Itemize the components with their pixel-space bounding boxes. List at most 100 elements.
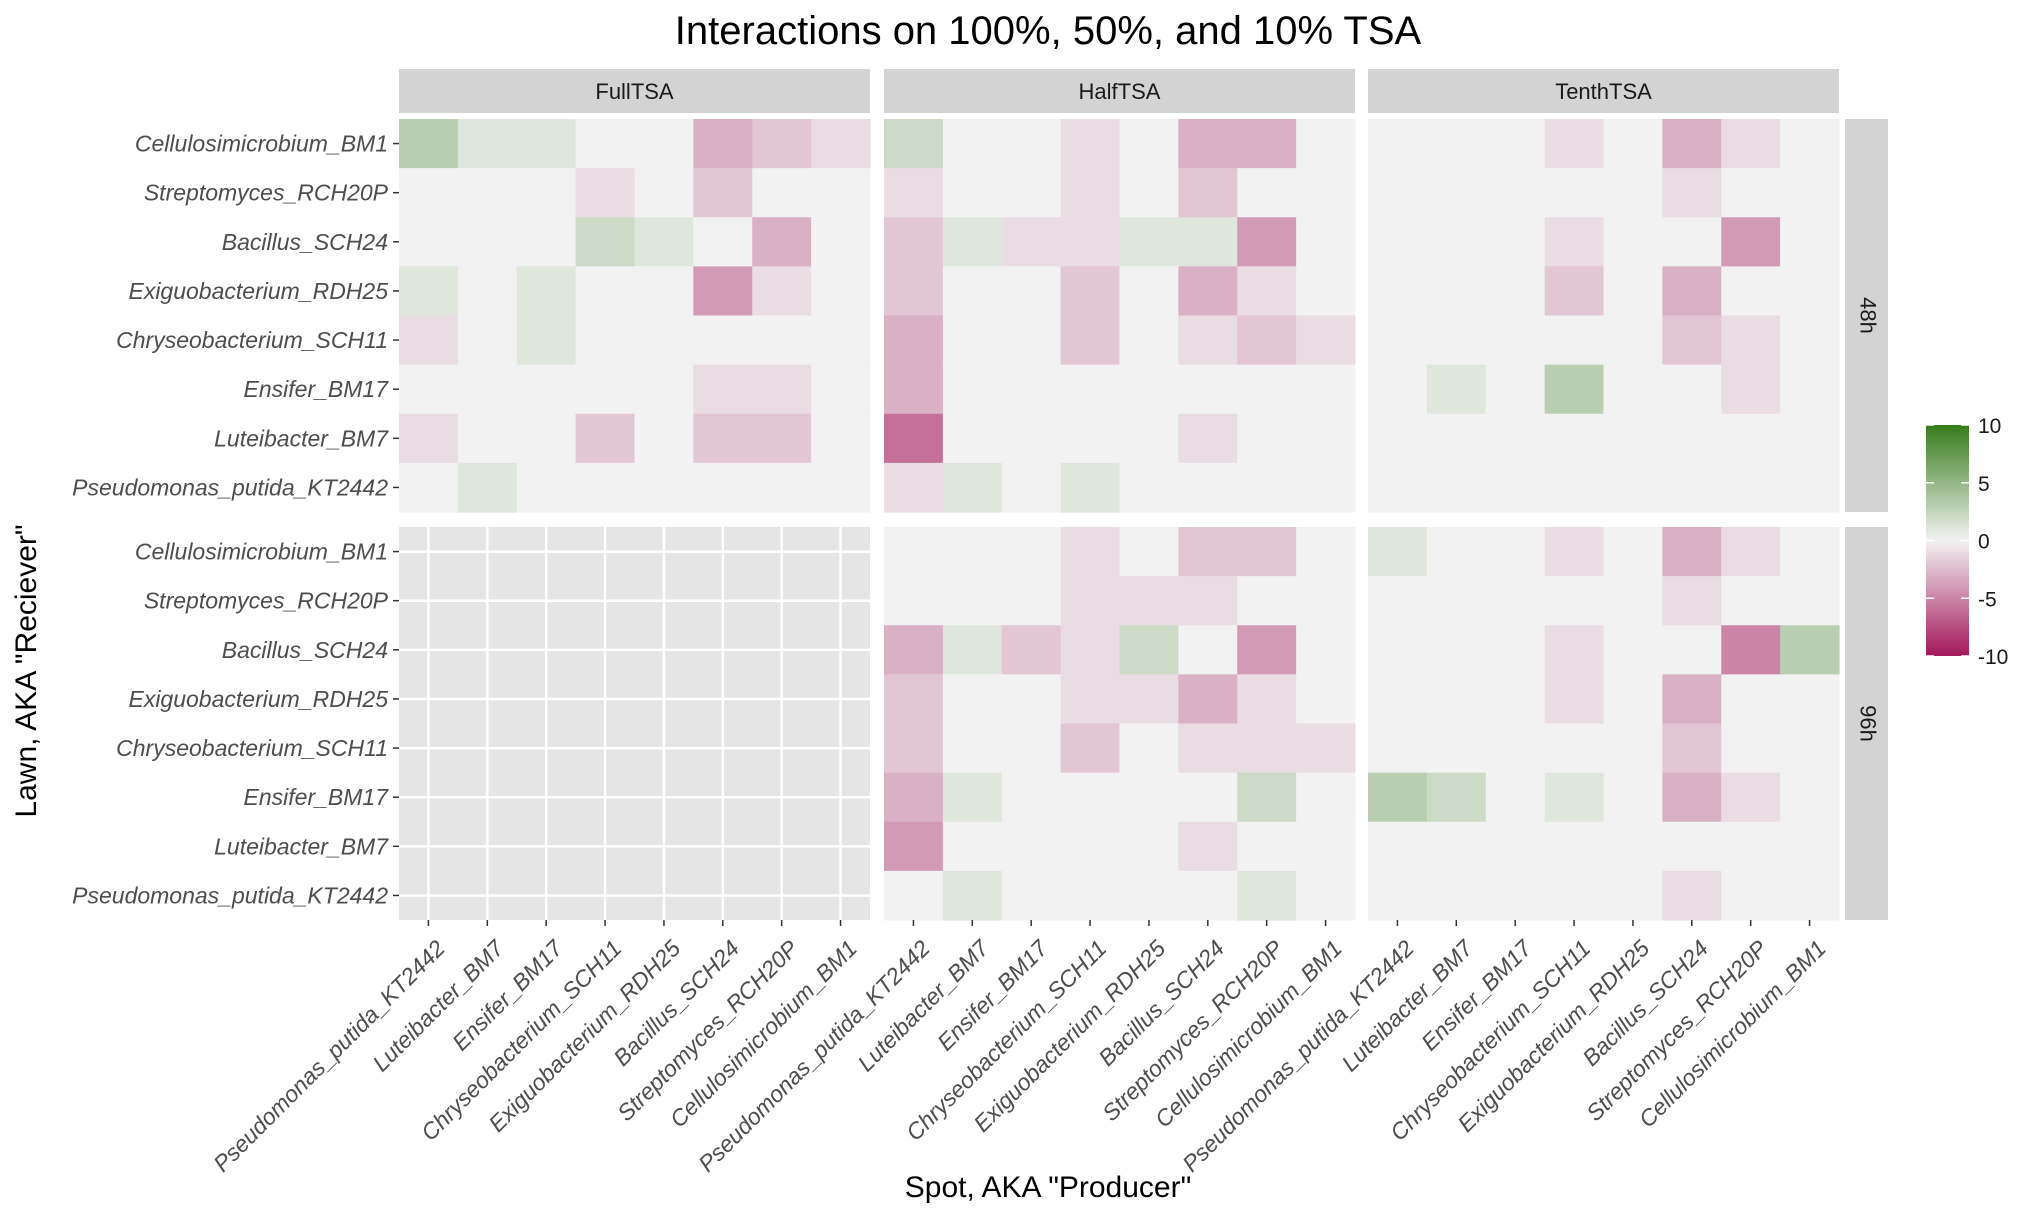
heatmap-cell — [457, 413, 518, 464]
heatmap-cell — [1001, 576, 1062, 626]
heatmap-cell — [1001, 217, 1062, 267]
y-tick-label: Streptomyces_RCH20P — [144, 588, 389, 614]
heatmap-cell — [1544, 870, 1605, 921]
heatmap-cell — [1603, 119, 1663, 169]
heatmap-cell — [1060, 266, 1121, 317]
heatmap-cell — [457, 315, 518, 366]
heatmap-cell — [1296, 576, 1356, 626]
heatmap-cell — [1662, 870, 1722, 921]
heatmap-cell — [1780, 870, 1840, 921]
heatmap-cell — [1296, 527, 1356, 577]
heatmap-cell — [942, 625, 1003, 675]
heatmap-cell — [457, 462, 518, 513]
heatmap-cell — [1237, 527, 1297, 577]
heatmap-cell — [1603, 723, 1663, 774]
heatmap-cell — [1485, 870, 1546, 921]
heatmap-cell — [1544, 266, 1605, 317]
heatmap-cell — [1780, 625, 1840, 675]
heatmap-cell — [1485, 527, 1546, 577]
heatmap-cell — [752, 364, 812, 415]
heatmap-cell — [1721, 266, 1781, 317]
heatmap-cell — [1296, 119, 1356, 169]
heatmap-cell — [1780, 772, 1840, 823]
facet-strip-48h — [1845, 119, 1888, 512]
legend-tick-label: 0 — [1978, 531, 1990, 554]
heatmap-cell — [516, 217, 577, 267]
heatmap-cell — [1368, 870, 1428, 921]
heatmap-cell — [1119, 462, 1179, 513]
heatmap-cell — [1119, 870, 1179, 921]
heatmap-cell — [693, 413, 753, 464]
heatmap-cell — [1544, 168, 1605, 218]
heatmap-cell — [1485, 462, 1546, 513]
heatmap-cell — [1721, 217, 1781, 267]
heatmap-cell — [884, 527, 944, 577]
heatmap-cell — [884, 772, 944, 823]
heatmap-cell — [1544, 364, 1605, 415]
heatmap-cell — [1721, 462, 1781, 513]
heatmap-cell — [457, 119, 518, 169]
heatmap-cell — [457, 266, 518, 317]
heatmap-cell — [1544, 119, 1605, 169]
heatmap-cell — [1060, 119, 1121, 169]
y-tick-label: Pseudomonas_putida_KT2442 — [72, 474, 388, 500]
y-tick-label: Exiguobacterium_RDH25 — [128, 686, 388, 712]
heatmap-cell — [457, 217, 518, 267]
heatmap-cell — [1721, 821, 1781, 872]
heatmap-cell — [1119, 723, 1179, 774]
heatmap-cell — [399, 413, 459, 464]
y-tick-label: Ensifer_BM17 — [244, 784, 390, 810]
heatmap-cell — [399, 315, 459, 366]
heatmap-cell — [1060, 625, 1121, 675]
heatmap-cell — [752, 266, 812, 317]
y-tick-label: Streptomyces_RCH20P — [144, 180, 389, 206]
heatmap-cell — [1237, 266, 1297, 317]
legend-tick-label: 10 — [1978, 415, 2001, 438]
heatmap-cell — [1119, 772, 1179, 823]
panel-TenthTSA-48h — [1368, 119, 1840, 513]
heatmap-cell — [1178, 821, 1238, 872]
heatmap-cell — [1544, 462, 1605, 513]
heatmap-cell — [1060, 364, 1121, 415]
heatmap-cell — [1296, 870, 1356, 921]
heatmap-cell — [516, 119, 577, 169]
heatmap-cell — [575, 217, 636, 267]
heatmap-cell — [1426, 870, 1487, 921]
heatmap-cell — [1368, 674, 1428, 725]
heatmap-cell — [811, 266, 871, 317]
heatmap-cell — [1060, 413, 1121, 464]
heatmap-cell — [1603, 364, 1663, 415]
heatmap-cell — [1426, 119, 1487, 169]
heatmap-cell — [1060, 168, 1121, 218]
heatmap-cell — [1119, 821, 1179, 872]
heatmap-cell — [1119, 266, 1179, 317]
heatmap-cell — [1237, 625, 1297, 675]
heatmap-cell — [1721, 870, 1781, 921]
heatmap-cell — [1780, 413, 1840, 464]
heatmap-cell — [1368, 168, 1428, 218]
heatmap-cell — [1426, 266, 1487, 317]
heatmap-cell — [752, 462, 812, 513]
y-tick-label: Cellulosimicrobium_BM1 — [135, 131, 388, 157]
heatmap-cell — [1426, 315, 1487, 366]
heatmap-cell — [1544, 821, 1605, 872]
heatmap-cell — [1426, 723, 1487, 774]
heatmap-cell — [1485, 217, 1546, 267]
heatmap-cell — [1060, 821, 1121, 872]
heatmap-cell — [1544, 723, 1605, 774]
heatmap-cell — [942, 217, 1003, 267]
heatmap-cell — [1721, 772, 1781, 823]
heatmap-cell — [1178, 462, 1238, 513]
panel-HalfTSA-48h — [884, 119, 1356, 513]
legend-tick-label: 5 — [1978, 473, 1990, 496]
heatmap-cell — [1119, 315, 1179, 366]
heatmap-cell — [1060, 527, 1121, 577]
heatmap-cell — [1603, 821, 1663, 872]
y-tick-label: Pseudomonas_putida_KT2442 — [72, 882, 388, 908]
heatmap-cell — [752, 315, 812, 366]
heatmap-cell — [1662, 364, 1722, 415]
heatmap-cell — [1237, 772, 1297, 823]
heatmap-cell — [1237, 821, 1297, 872]
heatmap-cell — [399, 364, 459, 415]
heatmap-cell — [634, 462, 694, 513]
